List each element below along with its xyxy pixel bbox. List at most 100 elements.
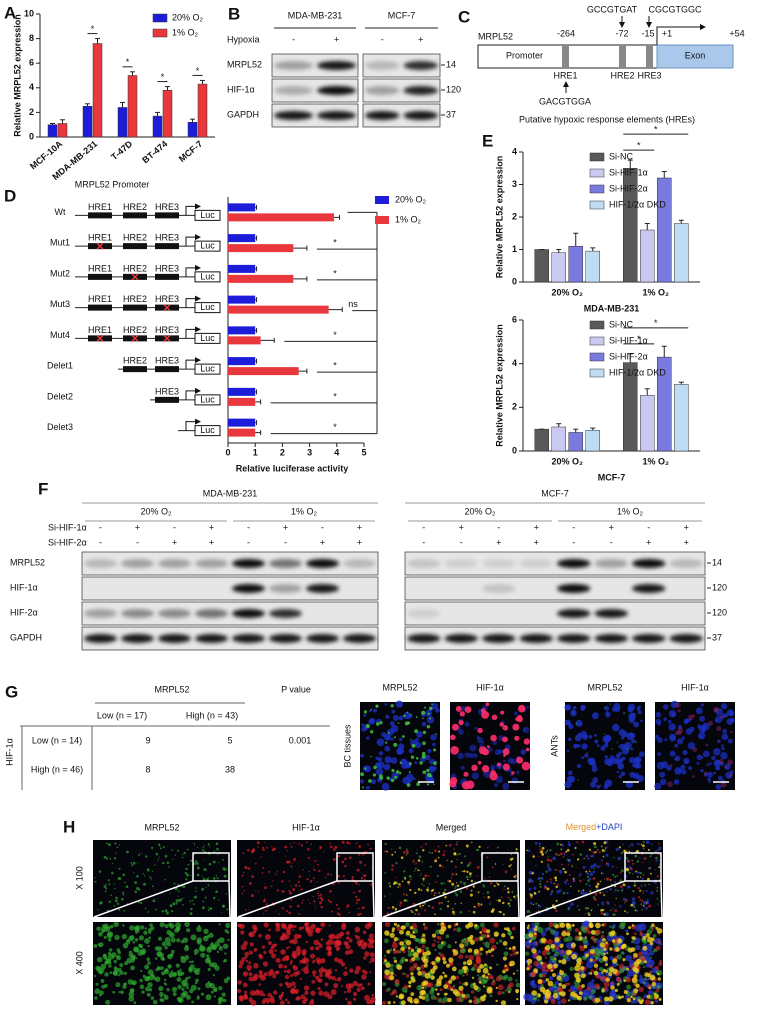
stain-dot xyxy=(708,720,714,726)
stain-dot xyxy=(625,977,632,983)
stain-dot xyxy=(408,762,412,766)
y-tick-label: 0 xyxy=(512,445,517,455)
stain-dot xyxy=(696,754,703,761)
stain-dot xyxy=(588,848,592,851)
stain-dot xyxy=(344,864,347,868)
stain-dot xyxy=(558,959,562,964)
stain-dot xyxy=(545,886,547,888)
stain-dot xyxy=(497,749,503,755)
stain-dot xyxy=(547,856,549,858)
stain-dot xyxy=(443,882,446,885)
error-bar xyxy=(298,368,308,374)
stain-dot xyxy=(605,977,610,982)
stain-dot xyxy=(443,984,449,989)
stain-dot xyxy=(529,901,533,905)
stain-dot xyxy=(181,856,184,859)
stain-dot xyxy=(631,940,635,944)
stain-dot xyxy=(494,783,499,788)
stain-dot xyxy=(625,866,628,868)
stain-dot xyxy=(453,928,457,931)
stain-dot xyxy=(157,859,159,861)
stain-dot xyxy=(108,953,114,960)
error-bar xyxy=(627,159,633,169)
stain-dot xyxy=(315,957,321,963)
stain-dot xyxy=(113,857,117,860)
stain-dot xyxy=(108,883,111,886)
stain-dot xyxy=(423,884,425,887)
stain-dot xyxy=(253,963,259,969)
stain-dot xyxy=(672,703,676,707)
stain-dot xyxy=(246,848,250,852)
stain-dot xyxy=(454,892,457,894)
bar xyxy=(228,357,256,366)
stain-dot xyxy=(415,757,419,760)
stain-dot xyxy=(115,852,117,854)
stain-dot xyxy=(163,995,169,1000)
stain-dot xyxy=(480,708,486,714)
stain-dot xyxy=(567,770,573,776)
stain-dot xyxy=(416,849,418,851)
stain-dot xyxy=(647,877,650,881)
stain-dot xyxy=(344,878,347,881)
stain-dot xyxy=(379,721,383,725)
stain-dot xyxy=(486,745,490,749)
stain-dot xyxy=(393,882,396,885)
stain-dot xyxy=(346,988,352,993)
stain-dot xyxy=(574,972,580,979)
stain-dot xyxy=(359,940,363,944)
stain-dot xyxy=(348,983,354,989)
stain-dot xyxy=(487,972,490,976)
bar xyxy=(568,246,583,283)
stain-dot xyxy=(468,861,472,865)
stain-dot xyxy=(487,934,490,938)
stain-dot xyxy=(241,957,246,962)
stain-dot xyxy=(272,974,277,979)
band xyxy=(557,559,591,568)
stain-dot xyxy=(669,764,673,767)
hre-label: HRE1 xyxy=(553,70,577,80)
stain-dot xyxy=(369,952,375,958)
stain-dot xyxy=(145,986,150,992)
stain-dot xyxy=(495,934,498,937)
stain-dot xyxy=(186,986,189,990)
stain-dot xyxy=(635,983,640,988)
stain-dot xyxy=(450,860,453,863)
stain-dot xyxy=(574,847,577,849)
x-axis-label: Relative luciferase activity xyxy=(236,463,349,473)
stain-dot xyxy=(398,771,402,775)
stain-dot xyxy=(408,748,414,754)
stain-dot xyxy=(138,943,143,948)
stain-dot xyxy=(594,851,597,854)
stain-dot xyxy=(419,905,422,908)
stain-dot xyxy=(443,974,448,978)
stain-dot xyxy=(491,866,494,869)
stain-dot xyxy=(502,748,510,756)
stain-dot xyxy=(336,912,340,916)
stain-dot xyxy=(441,865,444,868)
stain-dot xyxy=(568,989,572,993)
stain-dot xyxy=(438,850,441,853)
stain-dot xyxy=(646,994,651,999)
stain-dot xyxy=(620,735,625,740)
stain-dot xyxy=(429,717,432,720)
stain-dot xyxy=(264,886,267,890)
stain-dot xyxy=(585,906,588,910)
band xyxy=(669,559,703,568)
stain-dot xyxy=(194,952,197,956)
stain-dot xyxy=(301,926,305,929)
stain-dot xyxy=(503,759,506,763)
band xyxy=(444,634,478,643)
stain-dot xyxy=(207,906,209,908)
band xyxy=(519,559,553,568)
stain-dot xyxy=(392,989,398,995)
stain-dot xyxy=(424,972,431,979)
stain-dot xyxy=(545,978,550,982)
mutation-mark xyxy=(163,304,171,312)
stain-dot xyxy=(398,737,403,742)
stain-dot xyxy=(616,741,619,744)
sign: - xyxy=(247,522,250,532)
stain-dot xyxy=(657,721,661,726)
stain-dot xyxy=(211,942,214,945)
protein-label: GAPDH xyxy=(227,109,259,119)
stain-dot xyxy=(716,767,719,770)
